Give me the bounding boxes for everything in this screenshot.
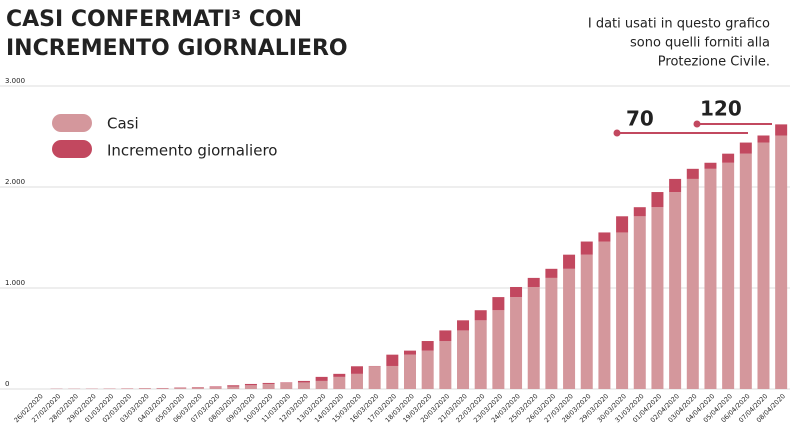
bar-segment — [563, 254, 576, 269]
bar-segment — [739, 153, 752, 389]
bar-segment — [280, 382, 293, 383]
y-tick-label: 0 — [5, 380, 9, 388]
bar-segment — [492, 310, 505, 389]
bar-segment — [651, 192, 664, 208]
bar-segment — [616, 216, 629, 233]
bar-segment — [156, 388, 169, 389]
bar-segment — [209, 387, 222, 389]
bar-segment — [545, 277, 558, 389]
bar-segment — [722, 153, 735, 163]
bar-segment — [510, 286, 523, 298]
bar-segment — [722, 162, 735, 389]
bar-segment — [633, 207, 646, 217]
bar-segment — [333, 373, 346, 377]
bar-segment — [757, 142, 770, 389]
bar-segment — [704, 162, 717, 169]
bar-segment — [580, 241, 593, 255]
bar-segment — [510, 297, 523, 389]
bar-segment — [775, 124, 788, 136]
bar-segment — [474, 310, 487, 321]
bar-segment — [669, 178, 682, 193]
bar-segment — [474, 320, 487, 389]
bar-segment — [191, 387, 204, 389]
bar-segment — [598, 232, 611, 242]
bar-segment — [138, 388, 151, 389]
y-tick-label: 2.000 — [5, 178, 25, 186]
bar-segment — [280, 382, 293, 389]
bar-segment — [439, 330, 452, 342]
bar-segment — [775, 135, 788, 389]
annotation: 120 — [700, 97, 742, 121]
chart-title: INCREMENTO GIORNALIERO — [6, 36, 348, 61]
bar-segment — [580, 254, 593, 389]
bar-segment — [368, 366, 381, 389]
note: I dati usati in questo grafico — [588, 17, 770, 32]
bar-segment — [386, 354, 399, 366]
bar-segment — [439, 341, 452, 389]
legend-swatch — [52, 114, 92, 132]
bar-segment — [244, 385, 257, 389]
bar-segment — [739, 142, 752, 154]
bar-segment — [297, 380, 310, 383]
bar-segment — [527, 277, 540, 287]
bar-segment — [297, 382, 310, 389]
bar-segment — [174, 387, 187, 389]
bar-segment — [227, 385, 240, 387]
bar-segment — [350, 366, 363, 374]
legend-swatch — [52, 140, 92, 158]
bar-segment — [315, 380, 328, 389]
legend-label: Incremento giornaliero — [107, 142, 277, 160]
bar-segment — [244, 383, 257, 386]
note: Protezione Civile. — [658, 55, 770, 70]
bar-segment — [545, 268, 558, 278]
bar-segment — [315, 376, 328, 381]
bar-segment — [527, 286, 540, 389]
legend-label: Casi — [107, 115, 139, 133]
bar-segment — [757, 135, 770, 143]
bar-segment — [633, 216, 646, 389]
bar-segment — [262, 383, 275, 389]
annotation: 70 — [626, 107, 654, 131]
bar-segment — [333, 376, 346, 389]
y-tick-label: 1.000 — [5, 279, 25, 287]
bar-segment — [598, 241, 611, 389]
bar-segment — [227, 386, 240, 389]
bar-segment — [492, 297, 505, 311]
bar-segment — [651, 207, 664, 389]
bar-segment — [421, 350, 434, 389]
bar-segment — [121, 388, 134, 389]
bar-segment — [404, 354, 416, 389]
bar-segment — [404, 350, 416, 355]
bar-segment — [350, 373, 363, 389]
bar-segment — [386, 365, 399, 389]
bar-segment — [616, 232, 629, 389]
bar-segment — [262, 382, 275, 384]
y-tick-label: 3.000 — [5, 77, 25, 85]
bar-segment — [457, 320, 470, 331]
bar-segment — [563, 268, 576, 389]
bar-segment — [209, 386, 222, 388]
bar-segment — [686, 168, 699, 179]
bar-segment — [457, 330, 470, 389]
bar-segment — [704, 168, 717, 389]
chart-title: CASI CONFERMATI³ CON — [6, 7, 302, 32]
bar-segment — [421, 341, 434, 351]
bar-segment — [669, 192, 682, 389]
note: sono quelli forniti alla — [630, 36, 770, 51]
bar-segment — [686, 178, 699, 389]
